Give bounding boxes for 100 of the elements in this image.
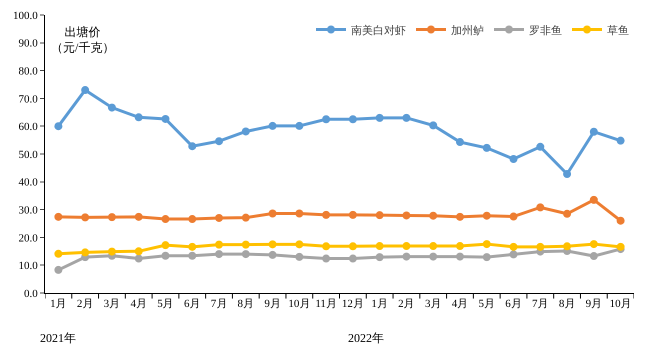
point <box>161 252 170 260</box>
point <box>348 115 357 124</box>
point <box>536 142 544 151</box>
point <box>456 252 464 261</box>
point <box>348 242 357 250</box>
x-tick-label: 7月 <box>532 298 549 310</box>
point <box>482 144 491 152</box>
point <box>188 215 196 224</box>
point <box>348 254 357 263</box>
point <box>563 210 572 218</box>
point <box>134 247 143 256</box>
y-axis-title: 出塘价（元/千克） <box>51 25 114 55</box>
point <box>161 114 170 123</box>
point <box>81 213 90 222</box>
point <box>510 212 518 221</box>
point <box>134 212 143 221</box>
point <box>429 242 438 250</box>
x-tick-label: 7月 <box>210 298 228 310</box>
x-tick-label: 8月 <box>238 298 254 310</box>
point <box>456 212 464 221</box>
point <box>188 252 196 260</box>
point <box>108 248 116 256</box>
point <box>616 242 625 251</box>
point <box>108 104 116 112</box>
x-tick-label: 9月 <box>264 298 281 310</box>
point <box>268 209 277 218</box>
y-tick-label: 20.0 <box>18 232 38 244</box>
x-tick-label: 1月 <box>371 298 388 310</box>
point <box>215 250 224 258</box>
point <box>590 252 598 260</box>
x-tick-label: 10月 <box>288 298 310 310</box>
x-tick-label: 11月 <box>315 298 337 310</box>
point <box>54 212 62 221</box>
point <box>242 240 250 249</box>
text: 2022年 <box>348 331 384 345</box>
legend-label: 草鱼 <box>607 24 629 37</box>
point <box>590 128 598 136</box>
point <box>161 215 170 224</box>
point <box>590 196 598 204</box>
point <box>322 115 330 124</box>
y-tick-label: 50.0 <box>18 148 38 161</box>
y-tick-label: 0.0 <box>24 288 38 300</box>
y-tick-label: 30.0 <box>18 204 38 216</box>
point <box>510 250 518 258</box>
point <box>536 203 544 212</box>
point <box>295 240 304 248</box>
point <box>348 210 357 219</box>
point <box>215 214 224 222</box>
y-tick-label: 60.0 <box>18 121 38 134</box>
point <box>322 242 330 250</box>
y-tick-label: 70.0 <box>18 93 38 106</box>
point <box>376 114 384 122</box>
point <box>429 252 438 261</box>
point <box>295 209 304 218</box>
point <box>536 242 544 251</box>
x-tick-label: 2月 <box>76 298 94 310</box>
point <box>108 213 116 222</box>
point <box>590 240 598 248</box>
point <box>215 240 224 249</box>
point <box>376 253 384 262</box>
point <box>268 240 277 248</box>
point <box>188 242 196 251</box>
x-tick-label: 6月 <box>505 298 522 310</box>
point <box>429 212 438 220</box>
point <box>215 137 224 146</box>
point <box>54 266 62 274</box>
point <box>616 216 625 225</box>
legend-label: 南美白对虾 <box>351 24 406 37</box>
point <box>134 113 143 122</box>
point <box>81 86 90 94</box>
point <box>510 242 518 251</box>
point <box>242 250 250 258</box>
point <box>376 211 384 220</box>
point <box>563 170 572 178</box>
x-tick-label: 9月 <box>586 298 602 310</box>
y-tick-label: 10.0 <box>18 260 38 272</box>
text: 2021年 <box>40 331 76 345</box>
point <box>402 114 410 122</box>
point <box>402 242 410 250</box>
y-tick-label: 80.0 <box>18 65 38 78</box>
y-tick-label: 90.0 <box>18 38 38 50</box>
point <box>295 252 304 261</box>
x-tick-label: 6月 <box>184 298 200 310</box>
x-tick-label: 4月 <box>452 298 468 310</box>
x-tick-label: 12月 <box>342 298 364 310</box>
point <box>54 122 62 130</box>
point <box>268 250 277 259</box>
point <box>402 211 410 220</box>
point <box>402 252 410 261</box>
point <box>456 242 464 250</box>
x-tick-label: 2月 <box>398 298 415 310</box>
point <box>295 122 304 130</box>
x-tick-label: 3月 <box>424 298 442 310</box>
point <box>322 254 330 263</box>
point <box>429 121 438 130</box>
point <box>510 155 518 163</box>
x-tick-label: 5月 <box>478 298 495 310</box>
y-tick-label: 100.0 <box>13 10 38 22</box>
point <box>616 136 625 145</box>
point <box>188 142 196 150</box>
